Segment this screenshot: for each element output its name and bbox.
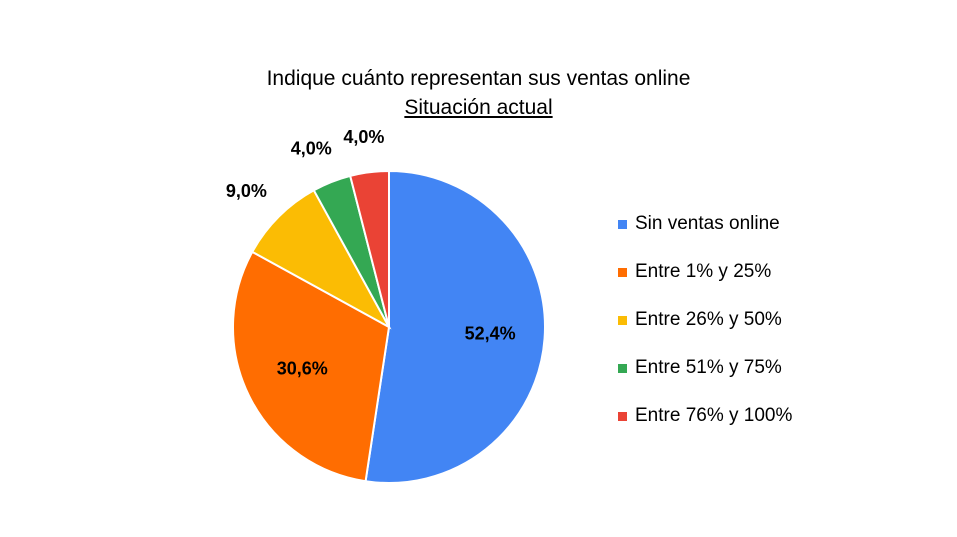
legend-item-sin-ventas-online: Sin ventas online [618,200,792,248]
chart-title-block: Indique cuánto representan sus ventas on… [0,64,957,122]
chart-legend: Sin ventas online Entre 1% y 25% Entre 26%… [618,200,792,440]
legend-swatch-entre-51-y-75 [618,363,627,373]
legend-label: Sin ventas online [635,213,780,234]
legend-label: Entre 51% y 75% [635,357,782,378]
legend-label: Entre 1% y 25% [635,261,772,282]
data-label-sin-ventas-online: 52,4% [465,323,516,343]
chart-title: Indique cuánto representan sus ventas on… [266,67,691,90]
legend-swatch-entre-26-y-50 [618,315,627,325]
legend-swatch-sin-ventas-online [618,219,627,229]
data-label-entre-51-y-75: 4,0% [291,139,332,159]
legend-item-entre-76-y-100: Entre 76% y 100% [618,392,792,440]
legend-item-entre-26-y-50: Entre 26% y 50% [618,296,792,344]
chart-subtitle: Situación actual [404,96,553,119]
legend-swatch-entre-76-y-100 [618,411,627,421]
data-label-entre-1-y-25: 30,6% [277,359,328,379]
data-label-entre-76-y-100: 4,0% [343,127,384,147]
legend-label: Entre 26% y 50% [635,309,782,330]
data-label-entre-26-y-50: 9,0% [226,181,267,201]
legend-swatch-entre-1-y-25 [618,267,627,277]
legend-item-entre-1-y-25: Entre 1% y 25% [618,248,792,296]
pie-slice-entre-26-y-50 [250,188,392,330]
legend-item-entre-51-y-75: Entre 51% y 75% [618,344,792,392]
pie-slice-entre-76-y-100 [348,169,390,328]
pie-slice-entre-1-y-25 [232,250,391,483]
pie-slice-sin-ventas-online [364,169,546,484]
legend-label: Entre 76% y 100% [635,405,793,426]
